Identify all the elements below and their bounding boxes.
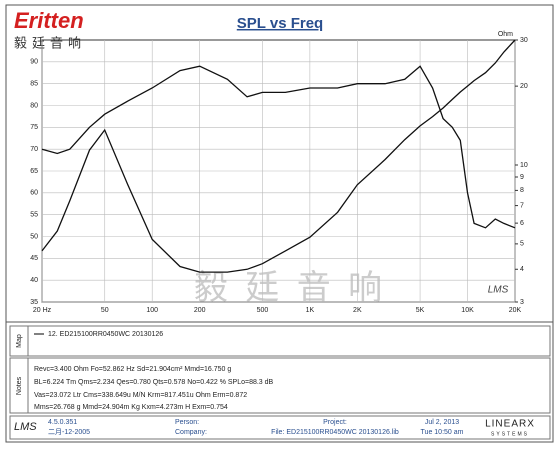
y2-tick-label: 8 <box>520 187 524 194</box>
footer-time: Tue 10:50 am <box>421 429 464 436</box>
footer-bar <box>9 415 551 440</box>
outer-frame <box>5 4 554 443</box>
watermark-app: LMS <box>488 285 509 296</box>
x-tick-label: 1K <box>306 307 315 314</box>
y-tick-label: 90 <box>30 59 38 66</box>
y-tick-label: 45 <box>30 255 38 262</box>
footer-app: LMS <box>14 421 37 433</box>
note-line: BL=6.224 Tm Qms=2.234 Qes=0.780 Qts=0.57… <box>34 379 274 386</box>
footer-day: Jul 2, 2013 <box>425 419 459 426</box>
notes-label: Notes <box>16 376 23 395</box>
x-tick-label: 20 Hz <box>33 307 52 314</box>
y2-tick-label: 9 <box>520 174 524 181</box>
y2-tick-label: 10 <box>520 162 528 169</box>
y2-tick-label: 6 <box>520 220 524 227</box>
note-line: Vas=23.072 Ltr Cms=338.649u M/N Krm=817.… <box>34 392 247 399</box>
footer-version: 4.5.0.351 <box>48 419 77 426</box>
footer-date: 二月-12-2005 <box>48 428 90 436</box>
map-label: Map <box>16 334 23 348</box>
y2-tick-label: 3 <box>520 299 524 306</box>
logo-sub: 毅廷音响 <box>14 35 86 50</box>
map-entry: 12. ED215100RR0450WC 20130126 <box>48 331 163 338</box>
footer-maker: LINEARX <box>485 419 535 430</box>
logo-brand: Eritten <box>14 8 84 33</box>
footer-company: Company: <box>175 429 207 436</box>
footer-person: Person: <box>175 419 199 426</box>
y2-tick-label: 7 <box>520 202 524 209</box>
x-tick-label: 500 <box>257 307 269 314</box>
y2-tick-label: 5 <box>520 241 524 248</box>
y-tick-label: 55 <box>30 212 38 219</box>
x-tick-label: 5K <box>416 307 425 314</box>
footer-project: Project: <box>323 419 347 426</box>
plot: 20 Hz 50 100 200 500 1K 2K 5K 10K 20K354045505560… <box>30 31 528 314</box>
y2-tick-label: 30 <box>520 37 528 44</box>
y-tick-label: 70 <box>30 146 38 153</box>
y-tick-label: 35 <box>30 299 38 306</box>
y-tick-label: 80 <box>30 102 38 109</box>
y2-tick-label: 4 <box>520 266 524 273</box>
x-tick-label: 10K <box>461 307 474 314</box>
y2-tick-label: 20 <box>520 83 528 90</box>
y-tick-label: 60 <box>30 190 38 197</box>
note-line: Mms=26.768 g Mmd=24.904m Kg Kxm=4.273m H… <box>34 404 228 411</box>
y-tick-label: 40 <box>30 277 38 284</box>
y-tick-label: 65 <box>30 168 38 175</box>
note-line: Revc=3.400 Ohm Fo=52.862 Hz Sd=21.904cm²… <box>34 366 231 373</box>
x-tick-label: 2K <box>353 307 362 314</box>
x-tick-label: 50 <box>101 307 109 314</box>
chart-title: SPL vs Freq <box>237 15 323 32</box>
footer-maker-sub: SYSTEMS <box>491 431 529 437</box>
x-tick-label: 200 <box>194 307 206 314</box>
y2-axis-label: Ohm <box>498 31 513 38</box>
x-tick-label: 20K <box>509 307 522 314</box>
notes-panel <box>9 357 551 414</box>
watermark: 毅 廷 音 响 <box>194 269 386 307</box>
series-line <box>41 65 516 229</box>
y-tick-label: 75 <box>30 124 38 131</box>
x-tick-label: 100 <box>146 307 158 314</box>
y-tick-label: 85 <box>30 81 38 88</box>
footer-file: File: ED215100RR0450WC 20130126.lib <box>271 429 399 436</box>
map-panel <box>9 325 551 357</box>
series-line <box>41 39 516 273</box>
y-tick-label: 50 <box>30 233 38 240</box>
